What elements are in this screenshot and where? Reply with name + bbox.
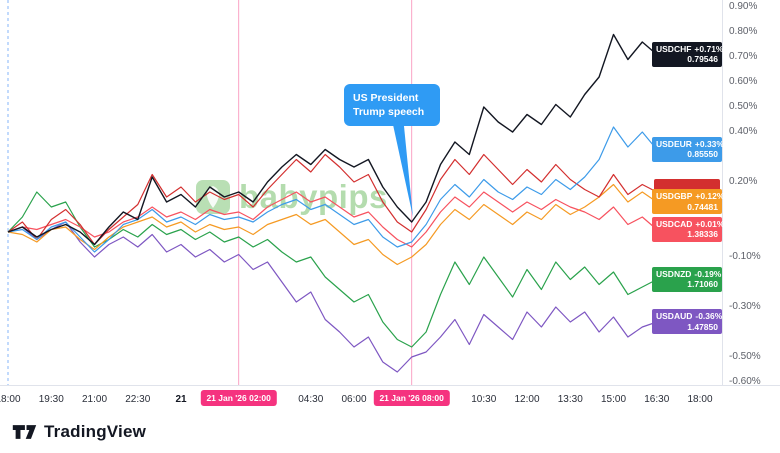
y-axis-tick: 0.80%: [729, 26, 758, 37]
annotation-bubble[interactable]: US President Trump speech: [344, 84, 440, 127]
pair-name: USDCAD: [656, 218, 693, 229]
price-label-USDNZD[interactable]: USDNZD -0.19% 1.71060: [652, 266, 722, 292]
y-axis-tick: 0.40%: [729, 126, 758, 137]
x-axis-event-tick: 21 Jan '26 08:00: [373, 390, 450, 406]
x-axis-tick: 21:00: [81, 394, 108, 405]
pair-name: USDCHF: [656, 43, 692, 54]
pair-price: 1.38336: [687, 229, 718, 240]
pair-change-pct: +0.33%: [694, 138, 724, 149]
series-line-USDEUR: [7, 126, 658, 253]
price-label-USDAUD[interactable]: USDAUD -0.36% 1.47850: [652, 309, 723, 335]
footer: TradingView: [0, 411, 780, 453]
y-axis-tick: -0.60%: [729, 376, 761, 387]
chart-area[interactable]: babypips 0.90% 0.80% 0.70% 0.60% 0.50% 0.40% 0…: [0, 0, 780, 387]
x-axis-tick: 18:00: [687, 394, 713, 405]
x-axis-tick: 21: [175, 394, 187, 405]
annotation-arrow: [392, 116, 413, 217]
time-scale-axis[interactable]: 18:00 19:30 21:00 22:30 21 21 Jan '26 02:00 04…: [0, 385, 780, 411]
price-label-USDCHF[interactable]: USDCHF +0.71% 0.79546: [652, 41, 724, 67]
x-axis-tick: 12:00: [514, 394, 540, 405]
y-axis-tick: -0.50%: [729, 351, 761, 362]
tradingview-logo-icon: [12, 425, 37, 439]
x-axis-tick: 10:30: [471, 394, 497, 405]
annotation-line1: US President: [353, 92, 419, 104]
pair-name: USDEUR: [656, 138, 692, 149]
x-axis-tick: 16:30: [644, 394, 670, 405]
pair-change-pct: +0.12%: [695, 191, 725, 201]
pair-price: 0.79546: [687, 54, 718, 65]
pair-change-pct: +0.71%: [694, 43, 724, 54]
x-axis-tick: 22:30: [125, 394, 151, 405]
price-scale-axis[interactable]: 0.90% 0.80% 0.70% 0.60% 0.50% 0.40% 0.20% -0.10…: [722, 0, 780, 387]
x-axis-tick: 06:00: [341, 394, 367, 405]
price-label-USDCAD[interactable]: USDCAD +0.01% 1.38336: [652, 216, 725, 242]
price-label-USDGBP[interactable]: USDGBP +0.12% 0.74481: [652, 189, 725, 215]
series-line-occluded: [7, 153, 658, 246]
y-axis-tick: 0.60%: [729, 76, 758, 87]
y-axis-tick: -0.30%: [729, 301, 761, 312]
y-axis-tick: 0.70%: [729, 51, 758, 62]
y-axis-tick: 0.90%: [729, 1, 758, 12]
y-axis-tick: -0.10%: [729, 251, 761, 262]
pair-change-pct: +0.01%: [695, 218, 725, 229]
price-label-USDEUR[interactable]: USDEUR +0.33% 0.85550: [652, 136, 724, 162]
pair-change-pct: -0.36%: [695, 311, 723, 321]
y-axis-tick: 0.20%: [729, 176, 758, 187]
pair-price: 0.74481: [687, 201, 718, 212]
x-axis-tick: 19:30: [38, 394, 64, 405]
series-line-USDAUD: [7, 221, 657, 373]
series-line-USDCAD: [7, 191, 658, 248]
plot-canvas[interactable]: [0, 0, 780, 385]
pair-name: USDAUD: [656, 311, 693, 321]
x-axis-tick: 18:00: [0, 394, 21, 405]
x-axis-event-tick: 21 Jan '26 02:00: [200, 390, 277, 406]
series-line-USDCHF: [7, 33, 658, 246]
pair-price: 1.71060: [687, 279, 718, 290]
x-axis-tick: 04:30: [298, 394, 324, 405]
series-line-USDNZD: [7, 191, 658, 348]
pair-price: 0.85550: [687, 149, 718, 160]
pair-price: 1.47850: [687, 321, 718, 332]
pair-name: USDGBP: [656, 191, 693, 201]
pair-name: USDNZD: [656, 268, 692, 279]
brand-name: TradingView: [44, 422, 147, 441]
tradingview-brand-link[interactable]: TradingView: [12, 422, 146, 442]
price-labels-layer: USDCHF +0.71% 0.79546 USDEUR +0.33% 0.85550 US…: [652, 41, 725, 335]
series-line-USDGBP: [7, 183, 658, 266]
y-axis-tick: 0.50%: [729, 101, 758, 112]
x-axis-tick: 15:00: [600, 394, 627, 405]
annotation-line2: Trump speech: [353, 106, 425, 119]
pair-change-pct: -0.19%: [694, 268, 722, 279]
x-axis-tick: 13:30: [557, 394, 583, 405]
